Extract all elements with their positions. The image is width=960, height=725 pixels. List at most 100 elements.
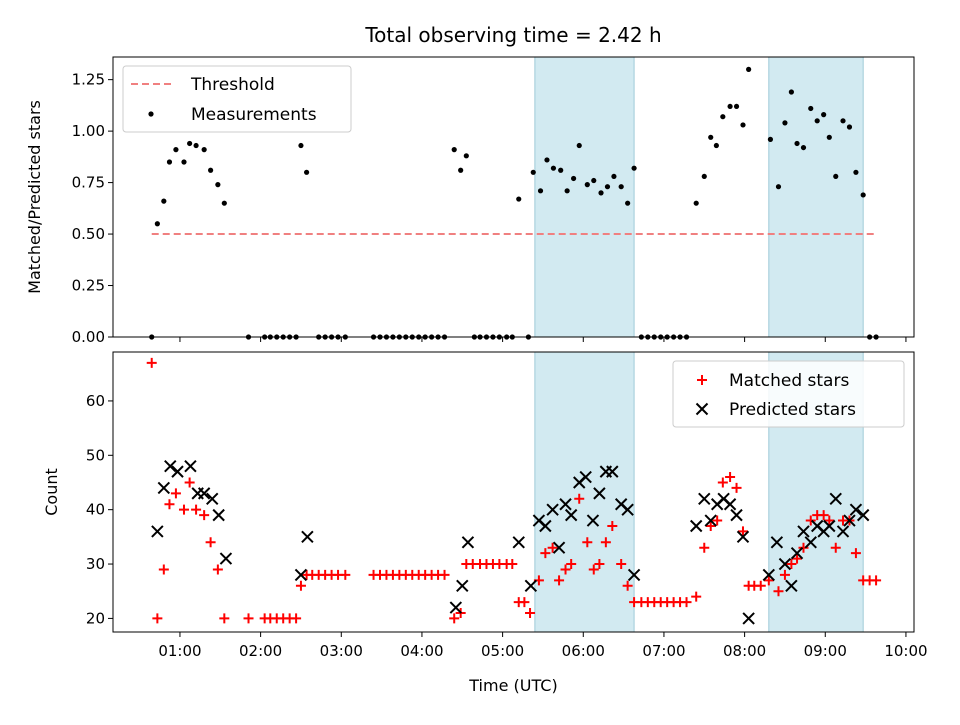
matched-star-point	[717, 477, 728, 488]
matched-star-point	[184, 477, 195, 488]
measurement-point	[451, 147, 457, 153]
predicted-star-point	[164, 459, 177, 473]
matched-star-point	[547, 542, 558, 553]
predicted-star-point	[552, 541, 566, 554]
predicted-star-point	[621, 503, 634, 516]
measurement-point	[740, 122, 746, 128]
predicted-star-point	[151, 525, 164, 538]
measurement-point	[775, 184, 782, 190]
matched-star-point	[699, 542, 710, 553]
measurement-point	[708, 134, 714, 140]
predicted-star-point	[294, 568, 308, 582]
measurement-point	[826, 134, 832, 140]
predicted-star-point	[206, 492, 219, 506]
matched-star-point	[681, 597, 692, 608]
matched-star-point	[170, 488, 181, 499]
chart-title: Total observing time = 2.42 h	[364, 23, 661, 47]
measurement-point	[544, 157, 550, 163]
y-tick-label: 20	[86, 609, 105, 627]
legend-entry: Measurements	[191, 105, 317, 125]
predicted-star-point	[704, 514, 717, 527]
predicted-star-point	[586, 514, 600, 527]
predicted-star-point	[606, 465, 619, 478]
measurement-point	[618, 184, 624, 190]
measurement-point	[221, 200, 227, 206]
measurement-point	[558, 167, 564, 173]
predicted-star-point	[762, 568, 776, 582]
measurement-point	[181, 159, 187, 165]
y-tick-label: 0.75	[72, 174, 105, 192]
predicted-star-point	[742, 612, 755, 625]
x-tick-label: 08:00	[723, 642, 766, 660]
predicted-star-point	[579, 470, 592, 484]
measurement-point	[767, 136, 774, 142]
bottom-panel: 20 30 40 50 60 01:00 02:00 03:00 04:00 05:00 06:00…	[86, 351, 928, 660]
predicted-star-point	[171, 465, 184, 478]
predicted-star-point	[785, 579, 798, 592]
matched-star-point	[219, 613, 230, 624]
measurement-point	[631, 165, 637, 171]
matched-star-point	[152, 613, 163, 624]
measurement-point	[833, 173, 839, 180]
predicted-star-point	[564, 508, 578, 522]
matched-star-point	[691, 591, 702, 602]
measurement-point	[720, 114, 726, 120]
measurement-point	[298, 142, 304, 149]
predicted-star-point	[461, 536, 475, 549]
y-tick-label: 0.25	[72, 277, 105, 295]
measurement-point	[846, 124, 853, 130]
matched-star-point	[600, 537, 611, 548]
measurement-point	[564, 188, 570, 194]
predicted-star-point	[689, 519, 703, 533]
matched-star-point	[566, 559, 577, 570]
y-tick-label: 50	[86, 446, 105, 464]
x-tick-label: 01:00	[158, 642, 201, 660]
y-tick-label: 30	[86, 555, 105, 573]
measurement-point	[584, 182, 590, 188]
matched-star-point	[871, 575, 882, 586]
matched-star-point	[622, 580, 633, 591]
legend-entry: Predicted stars	[729, 400, 856, 420]
measurement-point	[161, 198, 167, 204]
y-tick-label: 0.50	[72, 225, 105, 243]
measurement-point	[701, 173, 707, 180]
measurement-point	[727, 103, 733, 110]
y-tick-label: 1.25	[72, 71, 105, 89]
matched-star-point	[439, 569, 450, 580]
measurement-point	[782, 120, 788, 126]
bottom-y-axis-label: Count	[42, 468, 61, 516]
measurement-point	[713, 142, 719, 149]
legend: Matched stars Predicted stars	[672, 360, 905, 428]
matched-star-point	[340, 569, 351, 580]
measurement-point	[794, 140, 800, 147]
x-tick-label: 02:00	[239, 642, 282, 660]
matched-star-point	[850, 548, 861, 559]
legend: Threshold Measurements	[122, 65, 352, 133]
predicted-star-point	[524, 579, 538, 592]
predicted-star-point	[790, 546, 804, 560]
measurement-point	[208, 167, 214, 173]
matched-star-point	[818, 510, 829, 521]
x-tick-label: 04:00	[400, 642, 443, 660]
matched-star-point	[212, 564, 223, 575]
predicted-star-point	[184, 459, 197, 473]
matched-star-point	[773, 586, 784, 597]
predicted-star-point	[856, 508, 870, 522]
matched-star-point	[291, 613, 302, 624]
measurement-point	[215, 182, 221, 188]
predicted-star-point	[804, 536, 817, 549]
matched-star-point	[295, 580, 306, 591]
measurement-point	[537, 188, 544, 194]
predicted-star-point	[301, 530, 314, 544]
y-tick-label: 60	[86, 392, 105, 410]
axes-frame	[112, 56, 915, 338]
matched-star-point	[830, 542, 841, 553]
measurement-point	[814, 118, 820, 124]
matched-star-point	[763, 575, 774, 586]
matched-star-point	[588, 564, 599, 575]
y-tick-label: 40	[86, 501, 105, 519]
matched-star-point	[525, 607, 536, 618]
legend-predicted-swatch	[695, 402, 709, 416]
predicted-star-point	[197, 487, 211, 500]
measurement-point	[166, 159, 173, 165]
